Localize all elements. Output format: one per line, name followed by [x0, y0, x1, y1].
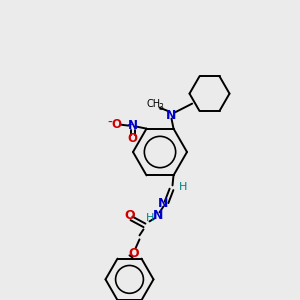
Text: O: O — [112, 118, 122, 131]
Text: -: - — [107, 116, 112, 130]
Text: N: N — [158, 197, 169, 210]
Text: H: H — [146, 213, 155, 224]
Text: N: N — [153, 209, 164, 222]
Text: O: O — [128, 132, 137, 145]
Text: N: N — [128, 119, 137, 132]
Text: O: O — [128, 247, 139, 260]
Text: 3: 3 — [158, 103, 163, 112]
Text: CH: CH — [146, 99, 161, 109]
Text: +: + — [126, 120, 133, 129]
Text: O: O — [124, 209, 135, 222]
Text: N: N — [166, 109, 177, 122]
Text: H: H — [179, 182, 188, 192]
